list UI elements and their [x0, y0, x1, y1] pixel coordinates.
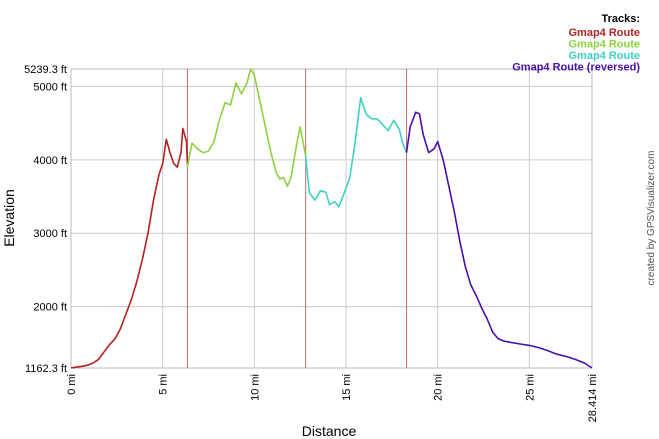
- x-tick-label: 20 mi: [433, 374, 445, 401]
- series-line-1: [70, 127, 189, 369]
- legend-title: Tracks:: [601, 13, 640, 25]
- legend-entry: Gmap4 Route: [568, 27, 640, 39]
- x-tick-label: 5 mi: [158, 374, 170, 395]
- y-tick-label: 5239.3 ft: [24, 64, 67, 76]
- x-tick-label: 15 mi: [341, 374, 353, 401]
- legend-entry: Gmap4 Route: [568, 50, 640, 62]
- series-line-2: [186, 68, 307, 188]
- track-boundaries: [186, 69, 408, 368]
- y-tick-label: 5000 ft: [33, 82, 67, 94]
- series-lines: [70, 68, 593, 369]
- y-tick-label: 1162.3 ft: [25, 363, 67, 375]
- series-line-3: [304, 96, 408, 208]
- x-tick-label: 28.414 mi: [587, 374, 599, 422]
- y-axis-title: Elevation: [1, 189, 17, 247]
- grid-lines: [70, 68, 593, 369]
- plot-frame: [70, 68, 593, 369]
- series-line-4: [405, 111, 593, 369]
- legend-entry: Gmap4 Route: [568, 39, 640, 51]
- y-tick-labels: 1162.3 ft 2000 ft 3000 ft 4000 ft 5000 ft 523…: [24, 64, 67, 375]
- x-tick-label: 10 mi: [249, 374, 261, 401]
- x-tick-label: 0 mi: [66, 374, 78, 395]
- y-tick-label: 3000 ft: [33, 228, 67, 240]
- credit-text: created by GPSVisualizer.com: [646, 151, 657, 286]
- legend-entry: Gmap4 Route (reversed): [512, 62, 640, 74]
- x-axis-title: Distance: [302, 423, 357, 439]
- y-tick-label: 4000 ft: [33, 155, 67, 167]
- x-tick-label: 25 mi: [524, 374, 536, 401]
- y-tick-label: 2000 ft: [33, 302, 67, 314]
- x-tick-labels: 0 mi 5 mi 10 mi 15 mi 20 mi 25 mi 28.414 mi: [66, 374, 599, 422]
